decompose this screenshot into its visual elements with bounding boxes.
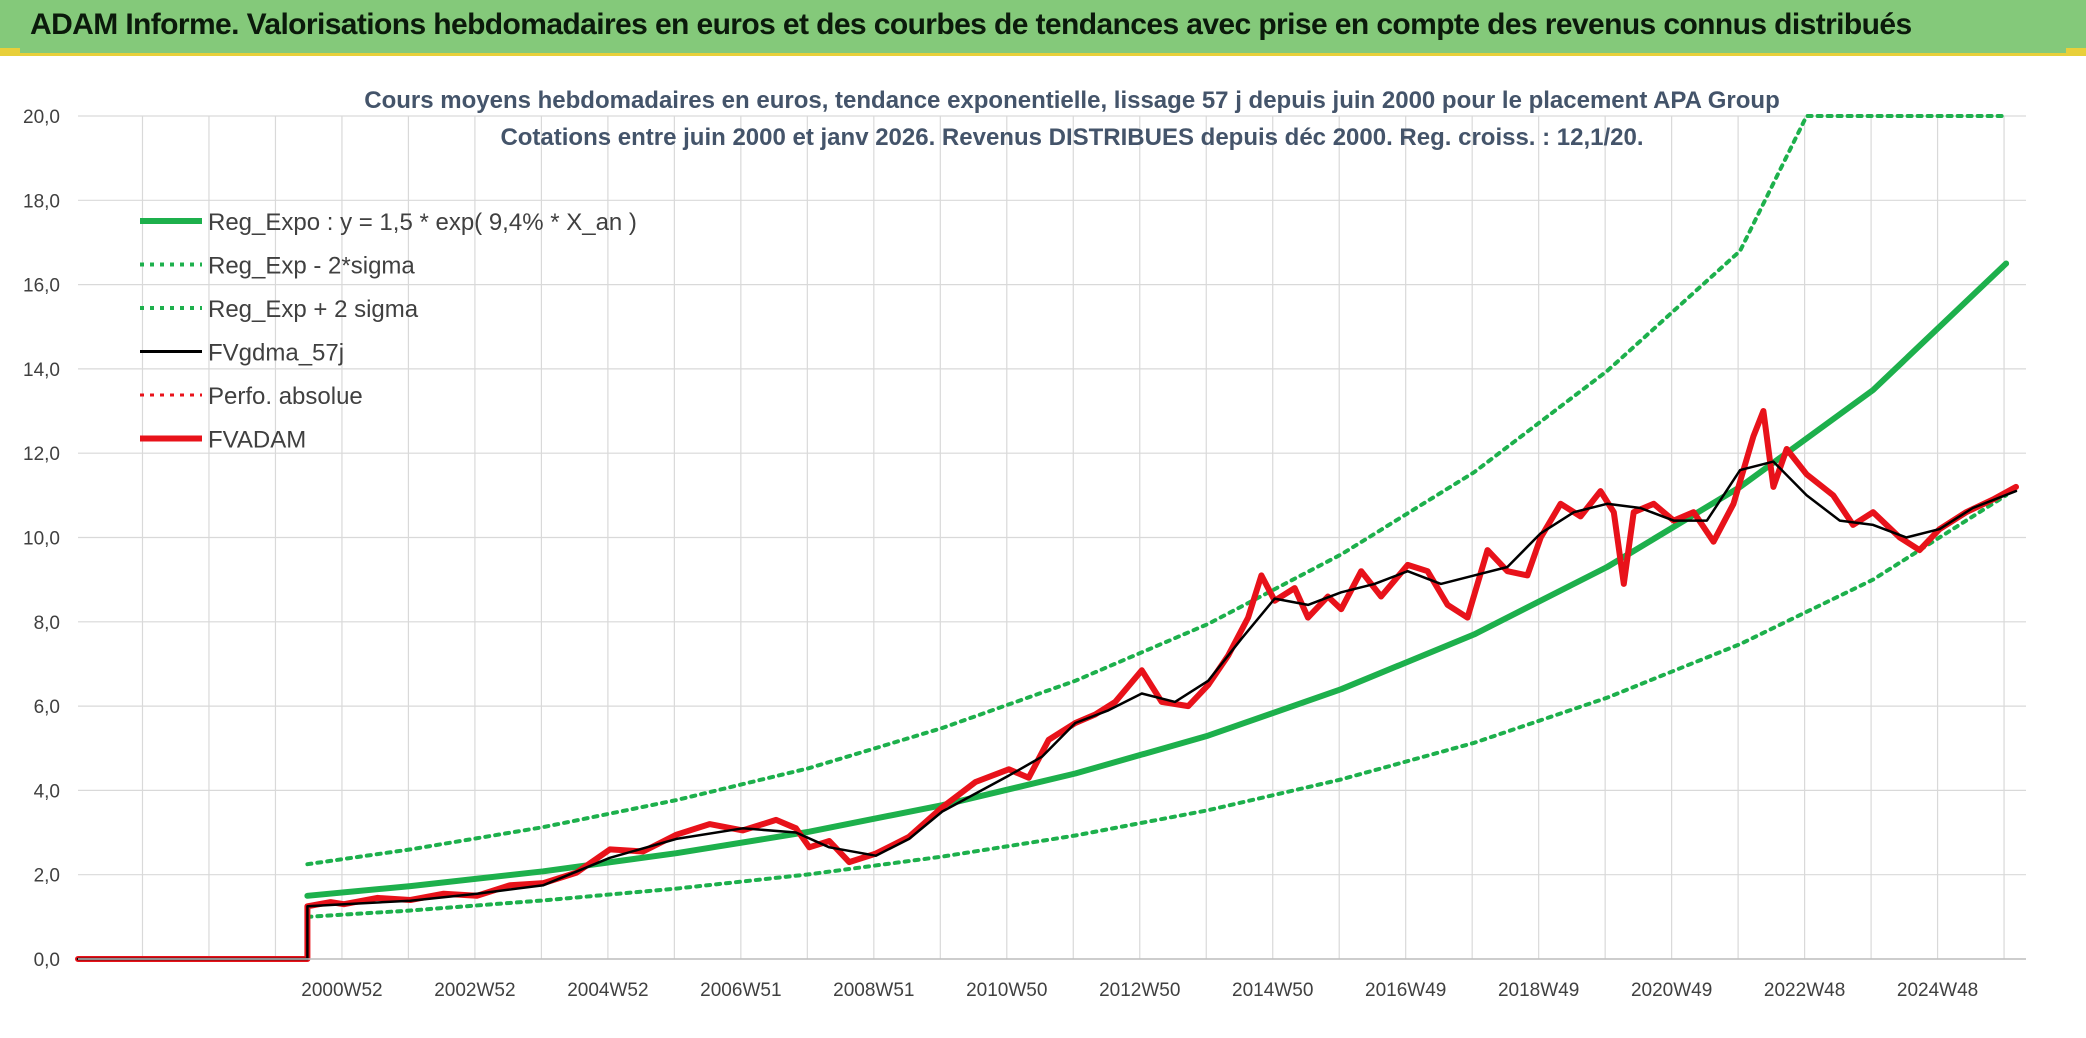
x-tick-label: 2016W49 <box>1365 980 1446 1001</box>
y-tick-label: 14,0 <box>23 360 60 381</box>
legend-label: Perfo. absolue <box>208 383 363 410</box>
legend-label: FVgdma_57j <box>208 340 344 367</box>
banner-title: ADAM Informe. Valorisations hebdomadaire… <box>30 8 1912 41</box>
banner-corner-right <box>2066 48 2086 56</box>
legend-label: Reg_Exp - 2*sigma <box>208 253 415 280</box>
x-tick-label: 2018W49 <box>1498 980 1579 1001</box>
legend-label: Reg_Exp + 2 sigma <box>208 296 419 323</box>
chart-title-line: Cours moyens hebdomadaires en euros, ten… <box>364 87 1780 114</box>
series-line-0 <box>304 260 2010 899</box>
chart-axes: 0,0 2,0 4,0 6,0 8,0 10,0 12,0 14,0 16,0 18,0 20,0 2… <box>23 107 2026 1001</box>
x-tick-label: 2022W48 <box>1764 980 1845 1001</box>
legend-label: FVADAM <box>208 427 306 454</box>
x-tick-label: 2002W52 <box>434 980 515 1001</box>
x-tick-label: 2000W52 <box>301 980 382 1001</box>
chart: Cours moyens hebdomadaires en euros, ten… <box>23 87 2026 1001</box>
y-tick-label: 20,0 <box>23 107 60 128</box>
y-tick-label: 8,0 <box>34 613 60 634</box>
x-tick-label: 2010W50 <box>966 980 1047 1001</box>
x-tick-label: 2020W49 <box>1631 980 1712 1001</box>
y-tick-label: 4,0 <box>34 781 60 802</box>
chart-titles: Cours moyens hebdomadaires en euros, ten… <box>364 87 1780 151</box>
x-tick-label: 2004W52 <box>567 980 648 1001</box>
x-tick-label: 2006W51 <box>700 980 781 1001</box>
x-tick-label: 2008W51 <box>833 980 914 1001</box>
y-tick-label: 12,0 <box>23 444 60 465</box>
series-line-1 <box>305 493 2009 919</box>
y-tick-label: 6,0 <box>34 697 60 718</box>
series-line-3 <box>76 460 2018 961</box>
x-tick-label: 2014W50 <box>1232 980 1313 1001</box>
chart-legend: Reg_Expo : y = 1,5 * exp( 9,4% * X_an ) R… <box>140 209 637 454</box>
x-tick-label: 2012W50 <box>1099 980 1180 1001</box>
y-tick-label: 18,0 <box>23 191 60 212</box>
y-tick-label: 2,0 <box>34 866 60 887</box>
legend-label: Reg_Expo : y = 1,5 * exp( 9,4% * X_an ) <box>208 209 637 236</box>
chart-title-line: Cotations entre juin 2000 et janv 2026. … <box>500 124 1643 151</box>
x-tick-label: 2024W48 <box>1897 980 1978 1001</box>
banner-corner-left <box>0 48 20 56</box>
series-line-5 <box>75 408 2019 962</box>
chart-grid <box>78 115 2026 960</box>
chart-series <box>75 114 2019 962</box>
series-line-2 <box>305 114 2009 867</box>
y-tick-label: 0,0 <box>34 950 60 971</box>
y-tick-label: 10,0 <box>23 529 60 550</box>
report-banner: ADAM Informe. Valorisations hebdomadaire… <box>0 0 2086 56</box>
y-tick-label: 16,0 <box>23 276 60 297</box>
